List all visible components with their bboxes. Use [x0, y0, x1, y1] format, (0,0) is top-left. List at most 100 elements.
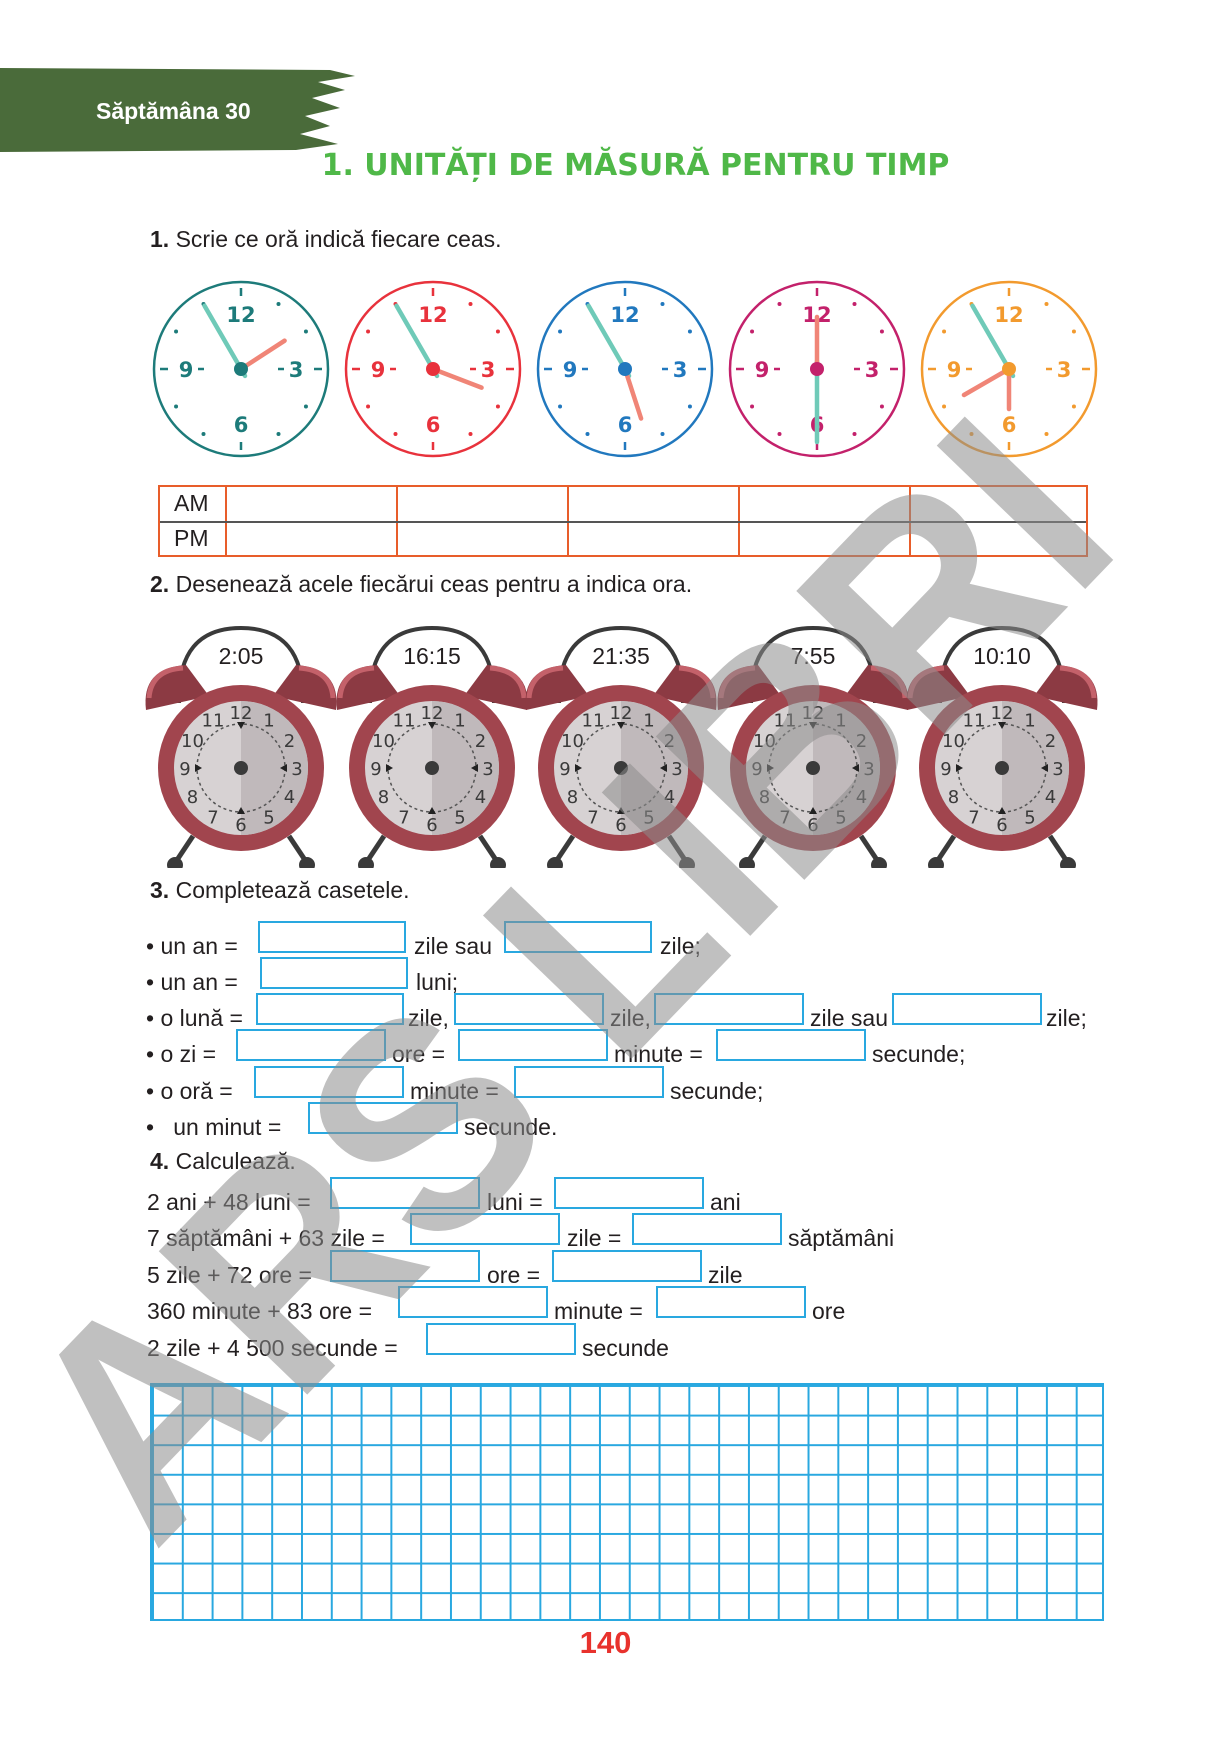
ex4-text: zile = — [567, 1225, 622, 1251]
answer-box[interactable] — [514, 1066, 664, 1098]
dial-marker — [428, 807, 436, 814]
ex4-expression: 5 zile + 72 ore = — [147, 1262, 312, 1288]
answer-box[interactable] — [654, 993, 804, 1025]
exercise-2-instruction: 2. Desenează acele fiecărui ceas pentru … — [150, 571, 693, 597]
row-label-am: AM — [174, 490, 209, 516]
hour-tick — [852, 302, 857, 307]
hour-tick — [495, 329, 500, 334]
clock-center — [614, 761, 628, 775]
clock-numeral: 3 — [673, 358, 688, 382]
page-title: 1. UNITĂȚI DE MĂSURĂ PENTRU TIMP — [321, 148, 950, 183]
clock-numeral: 9 — [947, 358, 962, 382]
dial-marker — [428, 722, 436, 729]
dial-shade — [621, 701, 688, 835]
dial-number: 4 — [284, 787, 295, 808]
ex4-text: luni = — [487, 1189, 543, 1215]
hour-hand — [622, 366, 644, 421]
dial-marker — [767, 764, 774, 772]
time-label: 2:05 — [219, 643, 264, 669]
answer-box[interactable] — [330, 1250, 480, 1282]
clock-numeral: 9 — [563, 358, 578, 382]
answer-box[interactable] — [410, 1213, 560, 1245]
answer-box[interactable] — [258, 921, 406, 953]
dial-marker — [195, 764, 202, 772]
dial-number: 3 — [1052, 759, 1063, 780]
ex3-text: zile, — [610, 1005, 651, 1031]
dial-number: 4 — [475, 787, 486, 808]
dial-number: 9 — [370, 759, 381, 780]
ex3-text: minute = — [614, 1041, 703, 1067]
dial-marker — [617, 807, 625, 814]
clock-foot — [299, 857, 315, 868]
hour-tick — [1044, 431, 1049, 436]
answer-box[interactable] — [504, 921, 652, 953]
clock-numeral: 3 — [865, 358, 880, 382]
hour-hand — [961, 366, 1012, 398]
hour-tick — [750, 329, 755, 334]
clock-foot — [358, 857, 374, 868]
answer-box[interactable] — [552, 1250, 702, 1282]
work-grid[interactable] — [150, 1383, 1104, 1621]
hour-tick — [687, 329, 692, 334]
bell-shine — [718, 665, 756, 699]
clock-center — [1002, 362, 1016, 376]
dial-number: 7 — [968, 807, 979, 828]
clock-foot — [679, 857, 695, 868]
analog-clock: 12 3 6 9 — [536, 280, 714, 458]
table-divider — [160, 521, 1086, 523]
answer-box[interactable] — [458, 1029, 608, 1061]
dial-number: 12 — [610, 703, 633, 724]
exercise-4-instruction: 4. Calculează. — [150, 1148, 296, 1174]
time-label: 21:35 — [592, 643, 650, 669]
dial-number: 11 — [774, 711, 797, 732]
clock-numeral: 3 — [289, 358, 304, 382]
ex3-text: luni; — [416, 969, 459, 995]
dial-number: 2 — [856, 731, 867, 752]
answer-box[interactable] — [236, 1029, 386, 1061]
answer-box[interactable] — [554, 1177, 704, 1209]
dial-number: 2 — [284, 731, 295, 752]
answer-box[interactable] — [632, 1213, 782, 1245]
ex3-line-1: • un an = — [146, 933, 238, 959]
clock-numeral: 6 — [426, 413, 441, 437]
dial-number: 8 — [187, 787, 198, 808]
clock-numeral: 12 — [610, 303, 639, 327]
hour-tick — [468, 431, 473, 436]
answer-box[interactable] — [330, 1177, 480, 1209]
answer-box[interactable] — [256, 993, 404, 1025]
dial-number: 7 — [207, 807, 218, 828]
answer-box[interactable] — [892, 993, 1042, 1025]
dial-number: 11 — [393, 711, 416, 732]
hour-tick — [1044, 302, 1049, 307]
hour-tick — [366, 329, 371, 334]
hour-tick — [660, 302, 665, 307]
answer-box[interactable] — [426, 1323, 576, 1355]
clock-numeral: 9 — [179, 358, 194, 382]
ex4-text: minute = — [554, 1298, 643, 1324]
hour-tick — [879, 404, 884, 409]
hour-tick — [777, 302, 782, 307]
dial-number: 8 — [948, 787, 959, 808]
answer-box[interactable] — [398, 1286, 548, 1318]
clock-numeral: 12 — [418, 303, 447, 327]
clock-handle — [176, 625, 306, 704]
row-label-pm: PM — [174, 525, 209, 551]
bell-shine — [489, 665, 527, 699]
answer-box[interactable] — [254, 1066, 404, 1098]
clock-foot — [739, 857, 755, 868]
dial-marker — [1041, 764, 1048, 772]
clock-foot — [928, 857, 944, 868]
exercise-1-instruction: 1. Scrie ce oră indică fiecare ceas. — [150, 226, 502, 252]
answer-box[interactable] — [454, 993, 604, 1025]
dial-number: 8 — [567, 787, 578, 808]
answer-box[interactable] — [260, 957, 408, 989]
clock-foot — [167, 857, 183, 868]
clock-center — [618, 362, 632, 376]
answer-box[interactable] — [656, 1286, 806, 1318]
answer-box[interactable] — [716, 1029, 866, 1061]
dial-number: 3 — [291, 759, 302, 780]
answer-box[interactable] — [308, 1102, 458, 1134]
